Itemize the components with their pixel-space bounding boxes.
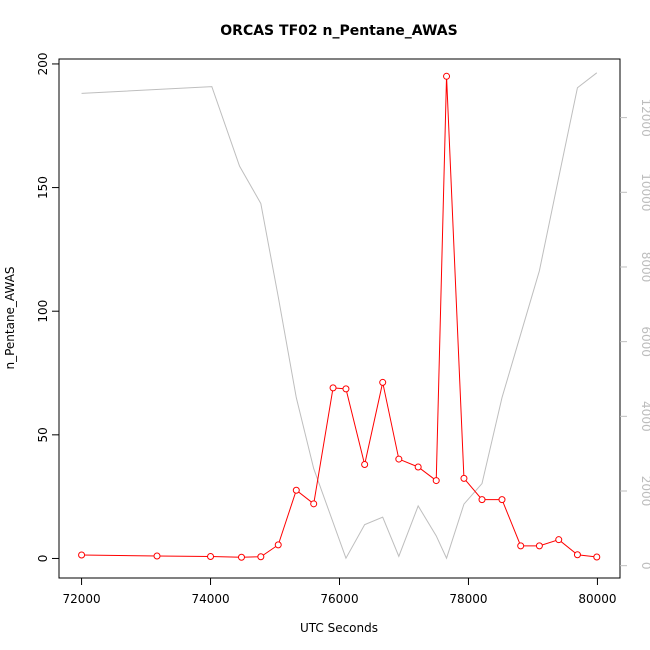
y2-tick-label: 0 [639,562,650,570]
secondary-y-axis: 0 2000 4000 6000 8000 10000 12000 [620,99,650,570]
x-tick-label: 78000 [449,592,487,606]
data-point [257,553,265,561]
data-point [274,541,282,549]
data-point [292,486,300,494]
data-point [478,496,486,504]
data-point [555,536,563,544]
y-tick-label: 150 [36,176,50,199]
data-point [593,553,601,561]
data-point [395,455,403,463]
x-axis-label: UTC Seconds [300,621,378,635]
data-point [78,551,86,559]
y-axis-label: n_Pentane_AWAS [3,266,17,369]
data-point [517,542,525,550]
chart-title: ORCAS TF02 n_Pentane_AWAS [220,23,457,39]
data-point [535,542,543,550]
data-point [460,474,468,482]
data-point [498,496,506,504]
data-point [329,384,337,392]
x-tick-label: 80000 [578,592,616,606]
y2-tick-label: 12000 [639,99,650,137]
data-point [207,552,215,560]
x-tick-label: 74000 [191,592,229,606]
plot-frame [58,58,621,579]
data-point [432,477,440,485]
y-axis: 0 50 100 150 200 [36,52,59,562]
data-point [237,553,245,561]
data-point [361,461,369,469]
data-point [153,552,161,560]
y2-tick-label: 2000 [639,476,650,507]
x-tick-label: 72000 [62,592,100,606]
y2-tick-label: 8000 [639,252,650,283]
data-point [573,551,581,559]
data-point [443,72,451,80]
y-tick-label: 100 [36,300,50,323]
y-tick-label: 0 [36,555,50,563]
x-tick-label: 76000 [320,592,358,606]
series-layer [78,72,601,561]
y-tick-label: 200 [36,52,50,75]
data-point [342,385,350,393]
data-point [310,500,318,508]
y2-tick-label: 4000 [639,401,650,432]
x-axis: 72000 74000 76000 78000 80000 [62,578,617,606]
data-point [414,463,422,471]
series-line-secondary [81,72,598,560]
y2-tick-label: 6000 [639,326,650,357]
y2-tick-label: 10000 [639,173,650,211]
y-tick-label: 50 [36,427,50,442]
series-line-primary [81,76,597,558]
data-point [379,378,387,386]
